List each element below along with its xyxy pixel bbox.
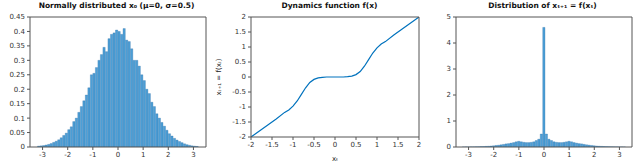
svg-text:0: 0 (21, 143, 25, 151)
svg-text:0.4: 0.4 (14, 28, 26, 36)
svg-text:-2: -2 (239, 133, 246, 141)
svg-text:2: 2 (447, 91, 451, 99)
svg-text:0.1: 0.1 (14, 115, 25, 123)
svg-text:-1: -1 (239, 103, 246, 111)
svg-text:1: 1 (242, 43, 246, 51)
html-text:Distribution of xₜ₊₁ = f(xₜ): Distribution of xₜ₊₁ = f(xₜ) (488, 1, 597, 10)
svg-text:0: 0 (242, 73, 246, 81)
svg-text:0.25: 0.25 (9, 71, 25, 79)
html-text:Dynamics function f(x): Dynamics function f(x) (281, 1, 378, 10)
svg-text:0.5: 0.5 (235, 58, 246, 66)
html-text:Normally distributed x₀ (μ=0,: Normally distributed x₀ (μ=0, σ=0.5) (38, 1, 195, 10)
svg-text:1.5: 1.5 (392, 141, 403, 149)
svg-text:2: 2 (417, 141, 421, 149)
svg-text:4: 4 (447, 39, 452, 47)
svg-text:2: 2 (592, 151, 596, 159)
svg-text:3: 3 (617, 151, 621, 159)
svg-text:1: 1 (447, 117, 451, 125)
svg-text:3: 3 (447, 65, 451, 73)
svg-text:-1.5: -1.5 (232, 118, 246, 126)
svg-text:5: 5 (447, 13, 451, 21)
svg-text:0.3: 0.3 (14, 57, 25, 65)
svg-text:-2: -2 (248, 141, 255, 149)
svg-text:0: 0 (542, 151, 546, 159)
svg-text:-2: -2 (64, 151, 71, 159)
svg-text:xₜ: xₜ (332, 155, 338, 163)
svg-text:-0.5: -0.5 (307, 141, 321, 149)
svg-text:0: 0 (333, 141, 337, 149)
svg-text:0.15: 0.15 (9, 100, 25, 108)
svg-text:3: 3 (191, 151, 195, 159)
svg-text:-1: -1 (89, 151, 96, 159)
svg-text:1: 1 (141, 151, 145, 159)
svg-text:2: 2 (166, 151, 170, 159)
svg-text:-1: -1 (290, 141, 297, 149)
svg-text:2: 2 (242, 13, 246, 21)
svg-text:1: 1 (567, 151, 571, 159)
svg-text:0.5: 0.5 (350, 141, 361, 149)
svg-text:1: 1 (375, 141, 379, 149)
svg-text:-0.5: -0.5 (232, 88, 246, 96)
svg-text:0.45: 0.45 (9, 13, 25, 21)
svg-text:-1.5: -1.5 (265, 141, 279, 149)
svg-text:0.2: 0.2 (14, 86, 25, 94)
svg-text:-2: -2 (490, 151, 497, 159)
svg-text:0.35: 0.35 (9, 42, 25, 50)
svg-text:-3: -3 (39, 151, 46, 159)
svg-text:1.5: 1.5 (235, 28, 246, 36)
svg-text:-3: -3 (465, 151, 472, 159)
svg-text:0: 0 (116, 151, 120, 159)
svg-text:xₜ₊₁ = f(xₜ): xₜ₊₁ = f(xₜ) (215, 58, 223, 95)
svg-text:0: 0 (447, 143, 451, 151)
svg-text:0.05: 0.05 (9, 129, 25, 137)
svg-text:-1: -1 (515, 151, 522, 159)
